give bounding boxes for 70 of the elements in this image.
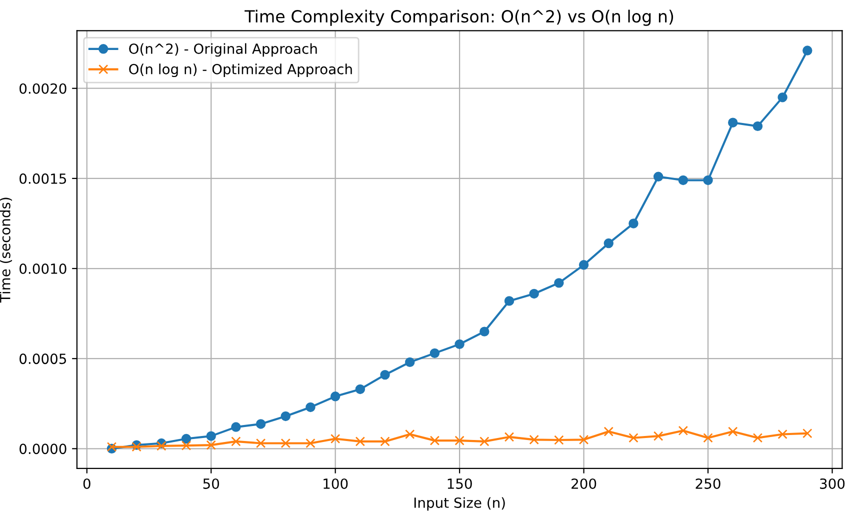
y-tick-label: 0.0005 — [20, 354, 66, 364]
y-tick-label: 0.0010 — [20, 263, 66, 274]
point — [728, 118, 738, 128]
point — [231, 422, 241, 432]
x-tick-label: 300 — [820, 478, 845, 489]
point — [405, 357, 415, 368]
x-tick-label: 200 — [572, 478, 596, 489]
legend-label: O(n log n) - Optimized Approach — [129, 64, 352, 78]
point — [355, 436, 366, 446]
point — [430, 436, 440, 446]
point — [653, 431, 664, 441]
point — [728, 426, 738, 436]
point — [181, 440, 192, 450]
x-axis-title: Input Size (n) — [414, 497, 505, 511]
point — [256, 419, 266, 429]
point — [380, 370, 390, 380]
point — [802, 46, 812, 56]
point — [256, 438, 266, 448]
point — [480, 326, 490, 336]
point — [306, 402, 316, 412]
point — [355, 384, 366, 394]
point — [454, 339, 464, 350]
point — [653, 172, 664, 182]
x-tick-label: 250 — [696, 478, 720, 489]
x-tick-label: 150 — [448, 478, 472, 489]
point — [306, 438, 316, 448]
point — [231, 436, 241, 446]
point — [529, 434, 539, 445]
point — [554, 435, 564, 445]
point — [405, 429, 415, 440]
point — [703, 432, 713, 443]
point — [578, 434, 589, 445]
point — [280, 438, 291, 448]
point — [504, 432, 514, 442]
y-axis-title: Time (seconds) — [0, 198, 12, 303]
point — [330, 434, 340, 444]
point — [480, 436, 490, 446]
point — [628, 218, 638, 228]
point — [628, 432, 638, 443]
point — [504, 296, 514, 306]
point — [752, 121, 763, 132]
legend-label: O(n^2) - Original Approach — [129, 43, 317, 57]
point — [554, 278, 564, 288]
point — [380, 436, 390, 446]
point — [206, 431, 216, 441]
x-tick-label: 50 — [203, 478, 220, 489]
point — [604, 238, 614, 248]
point — [678, 175, 688, 186]
point — [430, 348, 440, 358]
x-tick-label: 100 — [324, 478, 348, 489]
x-tick-label: 0 — [83, 478, 90, 489]
y-tick-label: 0.0020 — [20, 83, 66, 94]
point — [454, 436, 464, 446]
point — [678, 426, 688, 436]
point — [778, 429, 788, 440]
point — [578, 260, 589, 270]
point — [604, 426, 614, 436]
y-tick-label: 0.0000 — [20, 444, 66, 454]
chart-title: Time Complexity Comparison: O(n^2) vs O(n log n) — [244, 10, 674, 26]
y-tick-label: 0.0015 — [20, 173, 66, 184]
point — [181, 434, 192, 444]
point — [330, 392, 340, 402]
point — [703, 175, 713, 186]
point — [778, 92, 788, 102]
point — [206, 440, 216, 450]
point — [752, 432, 763, 443]
point — [156, 441, 166, 451]
point — [529, 288, 539, 299]
point — [280, 411, 291, 422]
point — [802, 428, 812, 438]
